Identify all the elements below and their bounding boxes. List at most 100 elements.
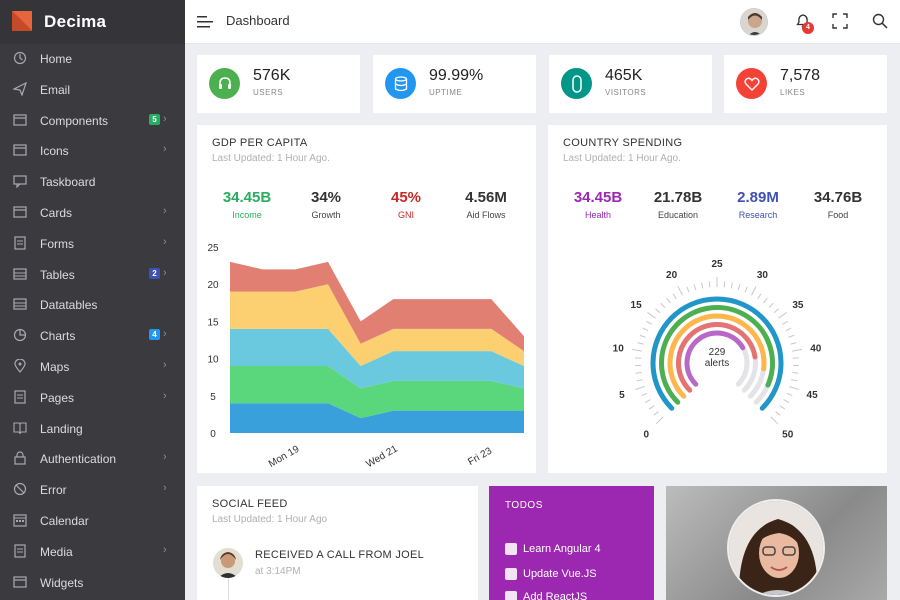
sidebar-item-error[interactable]: Error › [0, 474, 185, 505]
sidebar-item-icons[interactable]: Icons › [0, 135, 185, 166]
kpi-health: 34.45B Health [558, 189, 638, 220]
gauge-center-label: alerts [705, 358, 729, 369]
todo-checkbox[interactable] [505, 568, 517, 580]
sidebar-item-forms[interactable]: Forms › [0, 228, 185, 259]
sidebar-item-label: Widgets [40, 575, 84, 590]
kpi-food: 34.76B Food [798, 189, 878, 220]
sidebar-item-maps[interactable]: Maps › [0, 351, 185, 382]
gauge-tick [751, 286, 757, 296]
kpi-label: GNI [397, 210, 414, 220]
kpi-research: 2.89M Research [718, 189, 798, 220]
stat-card-users: 576K USERS [197, 55, 360, 113]
sidebar-item-media[interactable]: Media › [0, 536, 185, 567]
brand[interactable]: Decima [0, 0, 185, 44]
feed-avatar[interactable] [213, 548, 243, 578]
fullscreen-icon[interactable] [832, 13, 848, 29]
user-avatar[interactable] [740, 8, 768, 36]
gauge-tick-label: 5 [619, 390, 625, 401]
sidebar-item-pages[interactable]: Pages › [0, 382, 185, 413]
chevron-right-icon: › [163, 358, 167, 371]
area-series-3 [230, 328, 524, 389]
stat-label: VISITORS [605, 88, 647, 97]
stat-value: 465K [605, 67, 643, 84]
kpi-growth: 34% Growth [286, 189, 366, 220]
sidebar-item-tables[interactable]: Tables 2 › [0, 259, 185, 290]
gauge-tick [791, 349, 803, 352]
sidebar-item-taskboard[interactable]: Taskboard [0, 166, 185, 197]
social-feed-panel: SOCIAL FEED Last Updated: 1 Hour Ago REC… [197, 486, 478, 600]
gauge-tick [636, 379, 643, 382]
sidebar-item-label: Forms [40, 236, 74, 251]
sidebar-item-label: Icons [40, 144, 69, 159]
gauge-tick-label: 20 [666, 270, 678, 281]
gauge-tick [783, 399, 790, 403]
todo-checkbox[interactable] [505, 591, 517, 600]
sidebar-item-widgets[interactable]: Widgets [0, 567, 185, 598]
todos-title: TODOS [505, 500, 543, 511]
window-icon [13, 575, 27, 589]
todo-text: Update Vue.JS [523, 568, 597, 580]
y-tick-label: 10 [207, 355, 219, 366]
gauge-tick [789, 386, 799, 391]
stat-card-likes: 7,578 LIKES [724, 55, 887, 113]
sidebar-item-charts[interactable]: Charts 4 › [0, 320, 185, 351]
sidebar-item-label: Components [40, 113, 109, 128]
sidebar-item-cards[interactable]: Cards › [0, 197, 185, 228]
avatar-icon [213, 548, 243, 578]
sidebar: Decima Home Email Components 5 › Icons › Taskbo… [0, 0, 185, 600]
kpi-label: Health [584, 210, 611, 220]
x-tick-label: Mon 19 [267, 444, 302, 470]
sidebar-item-label: Datatables [40, 298, 98, 313]
todo-item[interactable]: Update Vue.JS [505, 568, 597, 580]
gauge-tick [648, 405, 655, 410]
menu-icon[interactable] [197, 15, 213, 29]
notification-badge: 4 [802, 22, 814, 34]
kpi-value: 34% [310, 189, 342, 206]
profile-photo[interactable] [727, 499, 825, 597]
app-name: Decima [44, 12, 107, 31]
area-series-4 [230, 284, 524, 367]
gauge-tick [686, 286, 690, 293]
sidebar-item-label: Email [40, 82, 71, 97]
gauge-tick [763, 297, 768, 304]
gauge-tick [637, 342, 644, 345]
sidebar-item-home[interactable]: Home [0, 43, 185, 74]
sidebar-item-datatables[interactable]: Datatables [0, 289, 185, 320]
window-icon [13, 113, 27, 127]
gauge-tick [768, 302, 774, 308]
gauge-tick [770, 416, 779, 425]
gauge-series-arc [667, 313, 767, 399]
todo-item[interactable]: Learn Angular 4 [505, 543, 601, 555]
avatar-icon [741, 9, 767, 35]
gauge-tick [723, 281, 726, 288]
sidebar-item-email[interactable]: Email [0, 74, 185, 105]
gauge-tick [782, 320, 788, 325]
y-tick-label: 5 [210, 392, 216, 403]
todo-item[interactable]: Add ReactJS [505, 591, 587, 600]
gauge-tick-label: 40 [810, 343, 822, 354]
panel-subtitle: Last Updated: 1 Hour Ago. [563, 153, 681, 164]
stat-card-visitors: 465K VISITORS [549, 55, 712, 113]
kpi-label: Income [232, 210, 262, 220]
y-tick-label: 20 [207, 280, 219, 291]
sidebar-item-components[interactable]: Components 5 › [0, 105, 185, 136]
kpi-education: 21.78B Education [638, 189, 718, 220]
kpi-label: Food [827, 210, 849, 220]
sidebar-item-label: Cards [40, 205, 73, 220]
sidebar-item-landing[interactable]: Landing [0, 413, 185, 444]
sidebar-item-label: Calendar [40, 513, 89, 528]
todo-checkbox[interactable] [505, 543, 517, 555]
todo-text: Learn Angular 4 [523, 543, 601, 555]
chevron-right-icon: › [163, 328, 167, 341]
sidebar-item-calendar[interactable]: Calendar [0, 505, 185, 536]
gauge-series-arc [659, 305, 775, 405]
gauge-tick [693, 284, 697, 291]
sidebar-item-badge: 5 [149, 113, 160, 125]
stat-value: 576K [253, 67, 291, 84]
gauge-tick-label: 50 [782, 430, 794, 441]
sidebar-item-badge: 4 [149, 329, 160, 341]
y-tick-label: 25 [207, 243, 219, 254]
stat-label: USERS [253, 88, 284, 97]
search-icon[interactable] [872, 13, 888, 29]
sidebar-item-authentication[interactable]: Authentication › [0, 443, 185, 474]
